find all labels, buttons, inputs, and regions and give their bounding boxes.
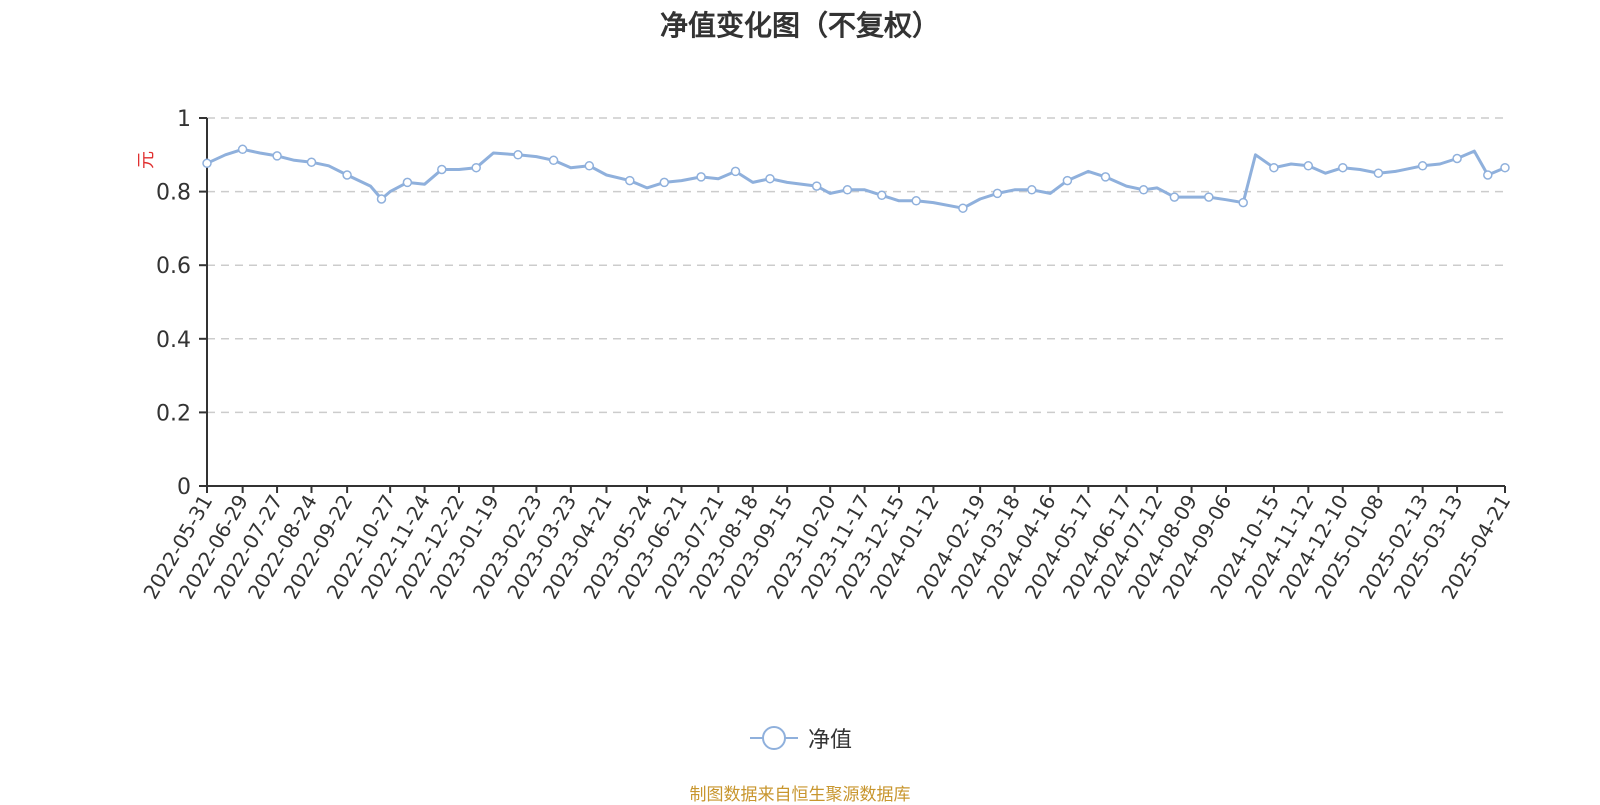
- data-point: [1269, 162, 1279, 173]
- grid-lines: [207, 117, 1505, 414]
- data-point: [202, 158, 212, 169]
- data-point: [342, 170, 352, 180]
- y-tick-label: 0.8: [156, 181, 191, 206]
- data-point: [992, 188, 1003, 199]
- data-point: [1138, 185, 1149, 195]
- data-point: [911, 196, 921, 206]
- data-point: [1483, 170, 1493, 180]
- data-point: [471, 162, 481, 173]
- data-point: [1452, 153, 1462, 164]
- data-point: [1338, 162, 1348, 173]
- data-point: [272, 151, 282, 161]
- data-point: [548, 155, 559, 166]
- data-point: [513, 150, 523, 160]
- data-point: [842, 185, 853, 195]
- data-point: [1238, 197, 1248, 208]
- legend-line-marker-icon: [750, 726, 798, 750]
- data-point: [237, 144, 248, 155]
- y-tick-label: 0.4: [156, 328, 191, 353]
- data-point: [402, 177, 413, 188]
- data-point: [765, 173, 775, 184]
- data-point: [1303, 161, 1314, 171]
- y-axis-label: 元: [136, 151, 157, 169]
- data-point: [659, 177, 670, 188]
- data-point: [1100, 172, 1111, 182]
- data-point: [1500, 162, 1510, 173]
- data-point: [1417, 161, 1428, 171]
- data-point: [958, 203, 968, 213]
- data-point: [1062, 175, 1073, 186]
- tick-labels: 00.20.40.60.812022-05-312022-06-292022-0…: [138, 107, 1515, 603]
- data-point: [376, 194, 387, 204]
- data-point: [437, 164, 447, 175]
- data-point: [306, 157, 317, 167]
- series-line: [206, 147, 1506, 210]
- data-point: [811, 181, 822, 191]
- data-point: [696, 172, 706, 182]
- data-point: [584, 161, 595, 171]
- y-tick-label: 1: [177, 107, 191, 132]
- legend: 净值: [750, 722, 852, 754]
- y-tick-label: 0.6: [156, 254, 191, 279]
- data-point: [1027, 185, 1037, 195]
- data-source-note: 制图数据来自恒生聚源数据库: [689, 785, 911, 805]
- data-point: [1204, 192, 1214, 202]
- data-point: [1169, 192, 1180, 202]
- chart-title: 净值变化图（不复权）: [659, 9, 940, 42]
- data-point: [625, 175, 635, 186]
- data-point: [1373, 168, 1384, 178]
- y-tick-label: 0: [177, 475, 191, 500]
- y-tick-label: 0.2: [156, 401, 191, 426]
- series-layer: [202, 144, 1510, 213]
- data-point: [877, 190, 887, 201]
- legend-label: 净值: [808, 728, 853, 753]
- axes: [199, 117, 1506, 493]
- data-point: [730, 166, 741, 177]
